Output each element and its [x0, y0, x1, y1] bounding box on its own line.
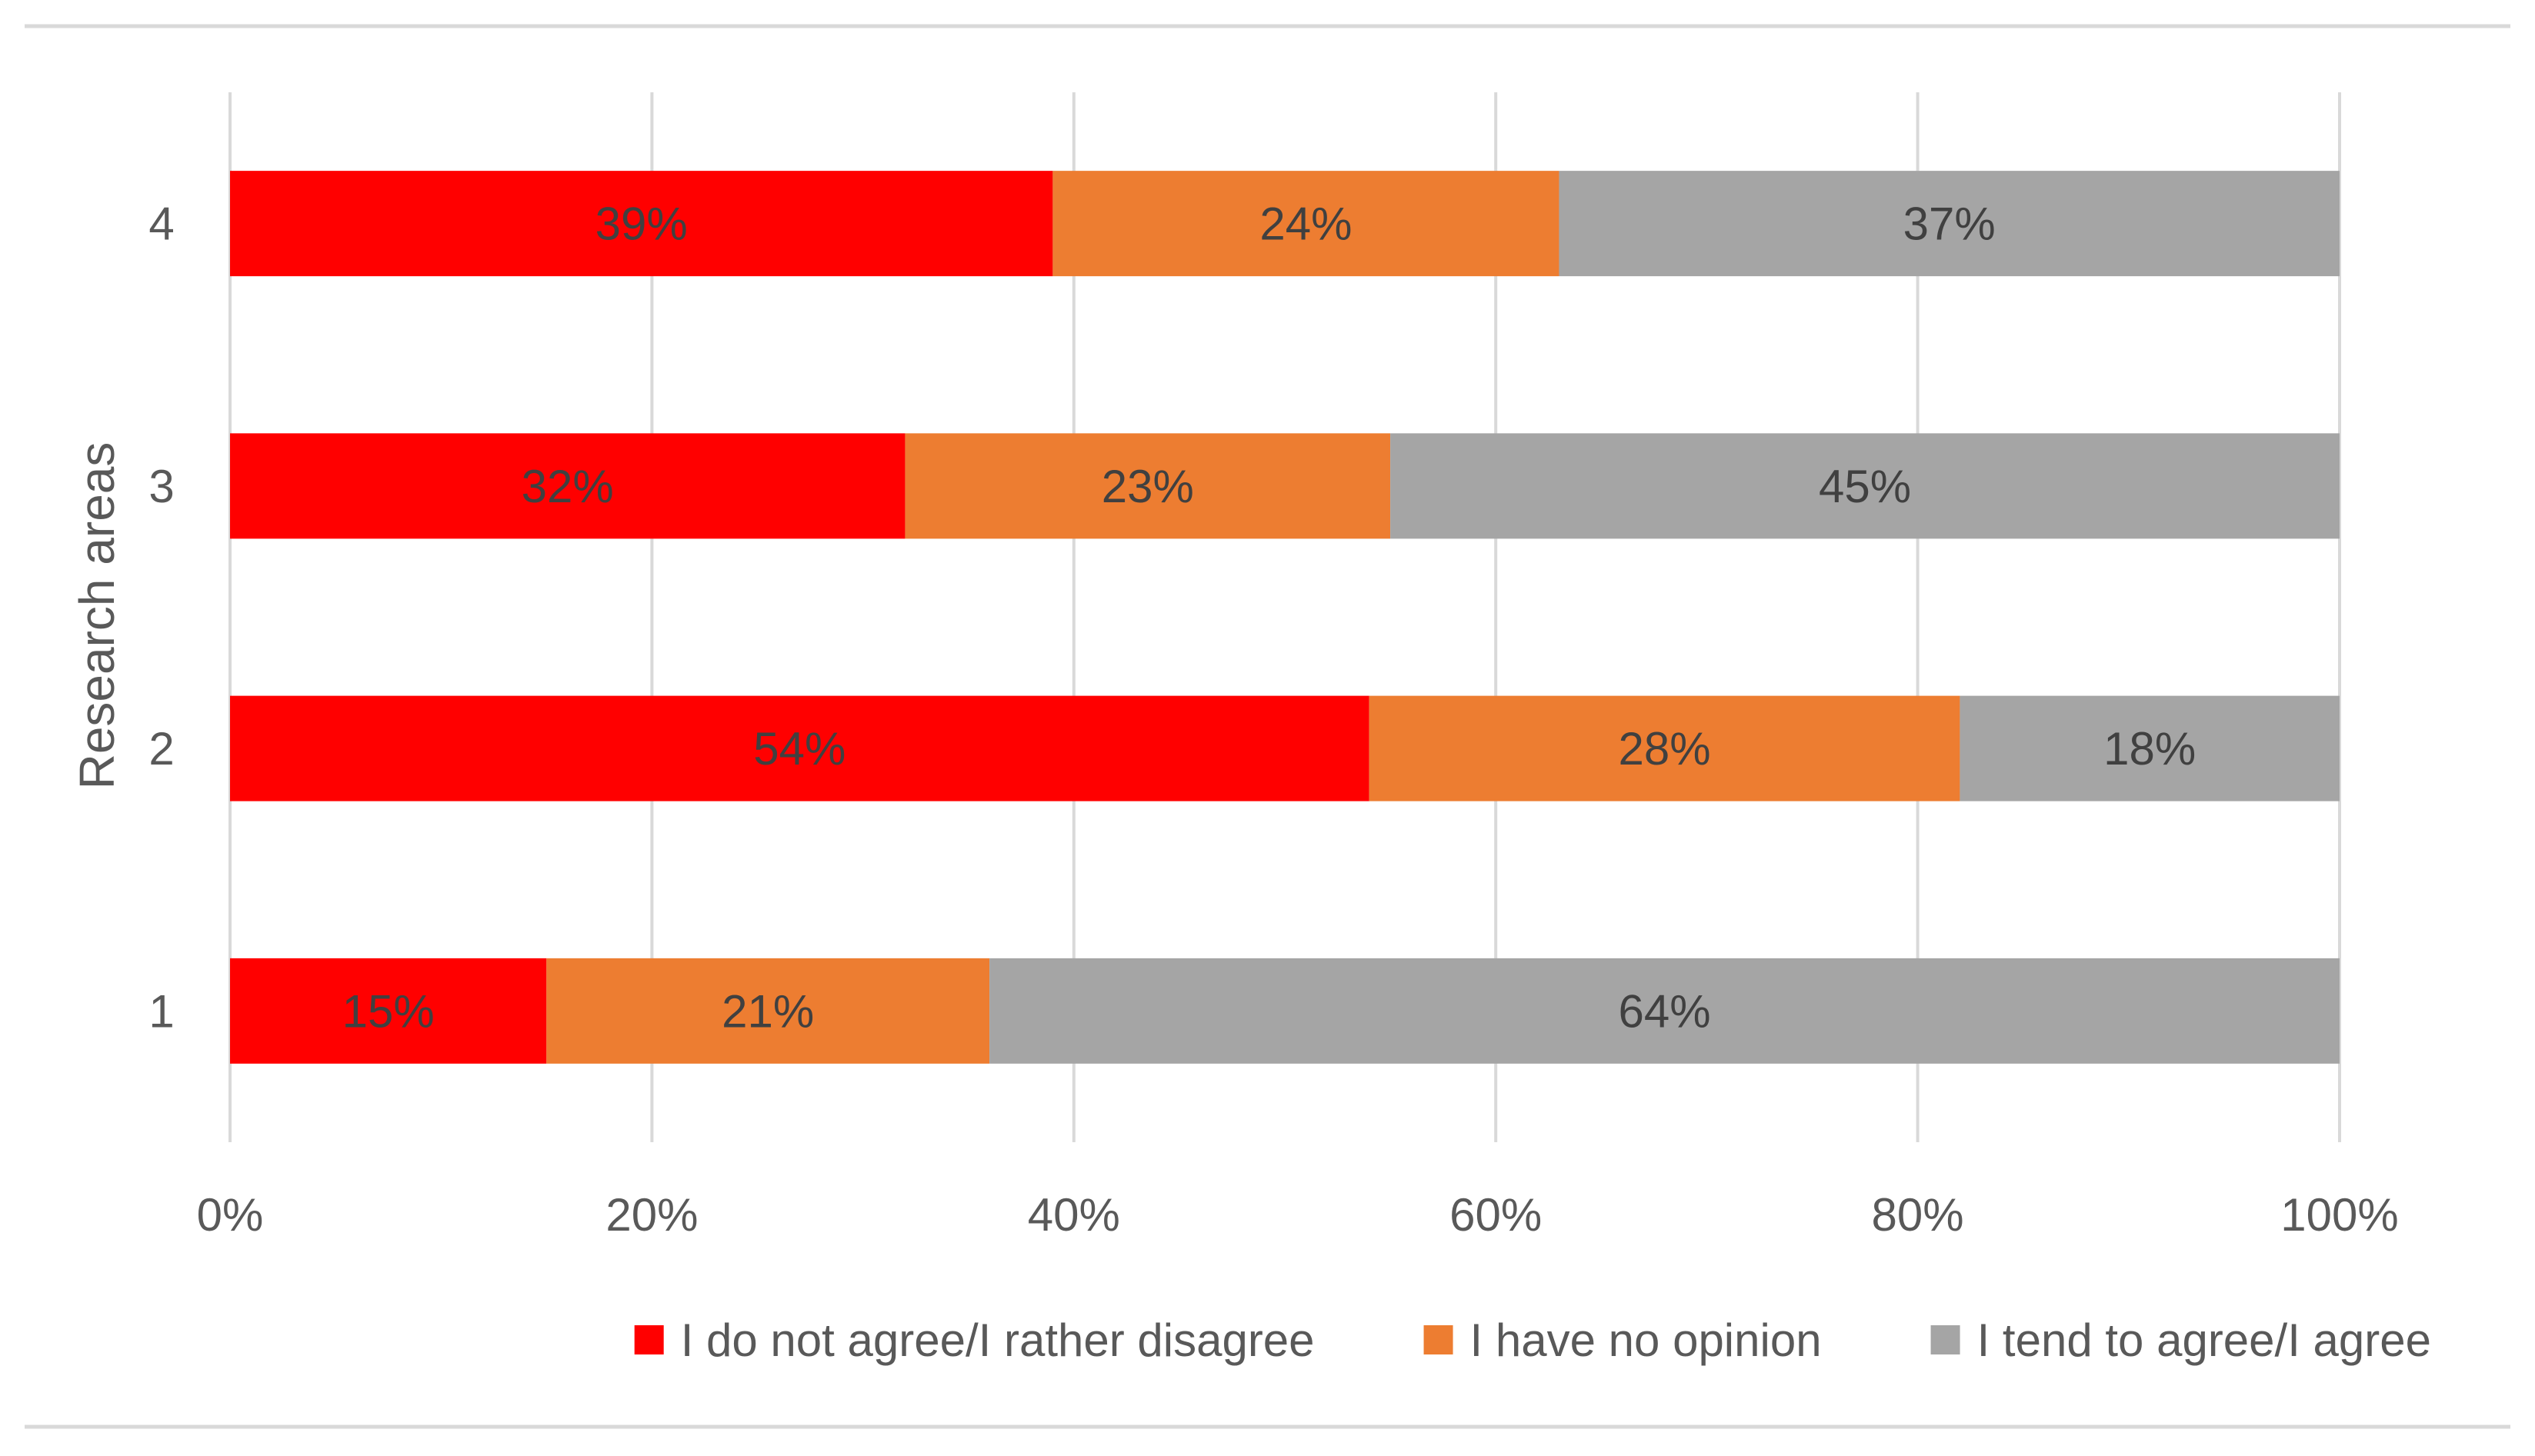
data-label-cat2-s2: 18%: [2103, 723, 2196, 775]
data-label-cat3-s2: 45%: [1819, 461, 1911, 512]
data-label-cat4-s2: 37%: [1903, 198, 1996, 250]
x-tick-label-100: 100%: [2280, 1189, 2398, 1241]
bar-segment-cat4-s1: [1052, 171, 1559, 277]
bar-segment-cat2-s0: [230, 695, 1369, 801]
legend-label-s2: I tend to agree/I agree: [1977, 1314, 2431, 1366]
legend-label-s1: I have no opinion: [1470, 1314, 1822, 1366]
data-label-cat4-s1: 24%: [1259, 198, 1352, 250]
data-label-cat4-s0: 39%: [595, 198, 688, 250]
x-tick-label-60: 60%: [1449, 1189, 1542, 1241]
legend-swatch-s2: [1930, 1325, 1960, 1354]
data-label-cat1-s0: 15%: [342, 985, 435, 1037]
data-label-cat3-s0: 32%: [522, 461, 614, 512]
axes: 0% 20% 40% 60% 80% 100% 1 2 3 4 Research areas: [69, 198, 2399, 1241]
data-label-cat3-s1: 23%: [1102, 461, 1194, 512]
data-label-cat2-s0: 54%: [753, 723, 846, 775]
bar-segment-cat4-s0: [230, 171, 1053, 277]
bar-segment-cat2-s2: [1960, 695, 2340, 801]
data-label-cat1-s1: 21%: [722, 985, 814, 1037]
x-tick-label-0: 0%: [197, 1189, 264, 1241]
legend: I do not agree/I rather disagree I have n…: [634, 1314, 2431, 1366]
y-tick-label-2: 2: [148, 723, 174, 775]
data-labels: 15% 21% 64% 54% 28% 18% 32% 23% 45% 39% 24% 37%: [342, 198, 2196, 1038]
y-tick-label-1: 1: [148, 985, 174, 1037]
bar-segment-cat3-s2: [1390, 433, 2340, 539]
legend-swatch-s0: [634, 1325, 664, 1354]
x-tick-label-80: 80%: [1872, 1189, 1964, 1241]
x-tick-label-20: 20%: [605, 1189, 698, 1241]
y-tick-label-3: 3: [148, 461, 174, 512]
y-tick-label-4: 4: [148, 198, 174, 250]
y-axis-title: Research areas: [69, 442, 125, 790]
bar-segment-cat3-s0: [230, 433, 906, 539]
bars: [230, 171, 2340, 1064]
legend-swatch-s1: [1423, 1325, 1453, 1354]
data-label-cat2-s1: 28%: [1619, 723, 1711, 775]
bar-segment-cat1-s2: [989, 958, 2340, 1064]
bar-segment-cat2-s1: [1369, 695, 1960, 801]
bar-segment-cat1-s0: [230, 958, 547, 1064]
data-label-cat1-s2: 64%: [1619, 985, 1711, 1037]
bar-segment-cat3-s1: [905, 433, 1391, 539]
bar-segment-cat4-s2: [1559, 171, 2340, 277]
bar-segment-cat1-s1: [546, 958, 990, 1064]
x-tick-label-40: 40%: [1028, 1189, 1120, 1241]
legend-label-s0: I do not agree/I rather disagree: [681, 1314, 1315, 1366]
